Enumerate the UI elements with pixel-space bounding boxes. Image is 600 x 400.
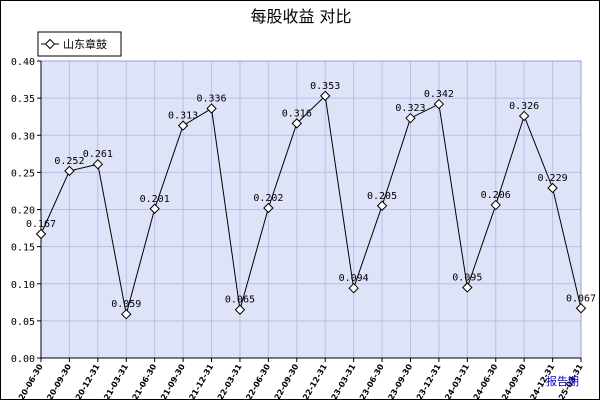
data-label: 0.353 xyxy=(310,81,340,92)
data-point xyxy=(121,308,132,320)
x-tick-label: 2020-12-31 xyxy=(68,362,102,399)
data-point xyxy=(490,199,501,211)
y-tick-label: 0.15 xyxy=(11,243,35,254)
x-tick-label: 2023-03-31 xyxy=(324,362,358,399)
data-point xyxy=(206,103,217,114)
data-point xyxy=(92,159,104,170)
data-point xyxy=(405,112,416,124)
data-label: 0.229 xyxy=(538,173,568,184)
data-label: 0.167 xyxy=(26,219,56,230)
data-point xyxy=(348,282,359,294)
y-tick-label: 0.05 xyxy=(11,317,35,328)
data-label: 0.067 xyxy=(566,293,596,304)
data-point xyxy=(547,182,558,194)
x-tick-label: 2023-12-31 xyxy=(409,362,443,399)
x-tick-label: 2024-03-31 xyxy=(438,362,472,399)
x-tick-label: 2021-12-31 xyxy=(182,362,216,399)
y-tick-label: 0.00 xyxy=(11,354,35,365)
data-label: 0.316 xyxy=(282,108,312,119)
x-tick-label: 2022-12-31 xyxy=(296,362,330,399)
x-tick-label: 2023-06-30 xyxy=(352,362,386,399)
y-tick-label: 0.30 xyxy=(11,131,35,142)
data-label: 0.065 xyxy=(225,295,255,306)
data-label: 0.202 xyxy=(253,193,283,204)
y-axis: 0.00 0.05 0.10 0.15 0.20 0.25 0.30 0.35 0.40 xyxy=(11,57,42,365)
x-tick-label: 2021-09-30 xyxy=(153,362,187,399)
data-label: 0.261 xyxy=(83,149,113,160)
data-point xyxy=(291,118,302,129)
data-label: 0.323 xyxy=(395,103,425,114)
x-axis: 2020-06-302020-09-302020-12-312021-03-31… xyxy=(11,357,585,399)
data-point xyxy=(149,203,160,214)
data-point xyxy=(263,202,274,214)
data-label: 0.313 xyxy=(168,111,198,122)
data-label: 0.201 xyxy=(140,194,170,205)
legend-label: 山东章鼓 xyxy=(63,37,107,51)
data-point xyxy=(320,90,331,102)
x-unit-label: 报告期 xyxy=(546,374,579,388)
data-point xyxy=(234,304,246,315)
x-tick-label: 2020-09-30 xyxy=(40,362,74,399)
data-label: 0.059 xyxy=(111,299,141,310)
data-point xyxy=(376,200,388,211)
data-point xyxy=(177,120,189,131)
y-tick-label: 0.35 xyxy=(11,94,35,105)
x-tick-label: 2022-03-31 xyxy=(210,362,244,399)
x-tick-label: 2022-09-30 xyxy=(267,362,301,399)
data-label: 0.252 xyxy=(54,156,84,167)
data-point xyxy=(462,282,473,293)
data-label: 0.206 xyxy=(481,190,511,201)
legend: 山东章鼓 xyxy=(37,31,122,57)
data-point xyxy=(575,303,587,314)
data-label: 0.095 xyxy=(452,272,482,283)
series-line xyxy=(40,94,582,315)
y-tick-label: 0.40 xyxy=(11,57,35,68)
data-label: 0.326 xyxy=(509,101,539,112)
legend-marker xyxy=(44,38,56,50)
data-label: 0.342 xyxy=(424,89,454,100)
x-tick-label: 2024-09-30 xyxy=(495,362,529,399)
data-label: 0.336 xyxy=(196,94,226,105)
x-tick-label: 2020-06-30 xyxy=(11,362,45,399)
data-label: 0.205 xyxy=(367,191,397,202)
y-tick-label: 0.25 xyxy=(11,168,35,179)
data-point xyxy=(35,228,47,240)
y-tick-label: 0.10 xyxy=(11,280,35,291)
data-label: 0.094 xyxy=(339,273,369,284)
data-point xyxy=(518,110,530,122)
x-tick-label: 2021-03-31 xyxy=(97,362,131,399)
x-tick-label: 2021-06-30 xyxy=(125,362,159,399)
data-point xyxy=(64,165,75,177)
x-tick-label: 2024-06-30 xyxy=(466,362,500,399)
data-point xyxy=(433,98,445,110)
x-tick-label: 2022-06-30 xyxy=(239,362,273,399)
chart-title: 每股收益 对比 xyxy=(250,7,351,26)
y-tick-label: 0.20 xyxy=(11,206,35,217)
x-tick-label: 2023-09-30 xyxy=(381,362,415,399)
